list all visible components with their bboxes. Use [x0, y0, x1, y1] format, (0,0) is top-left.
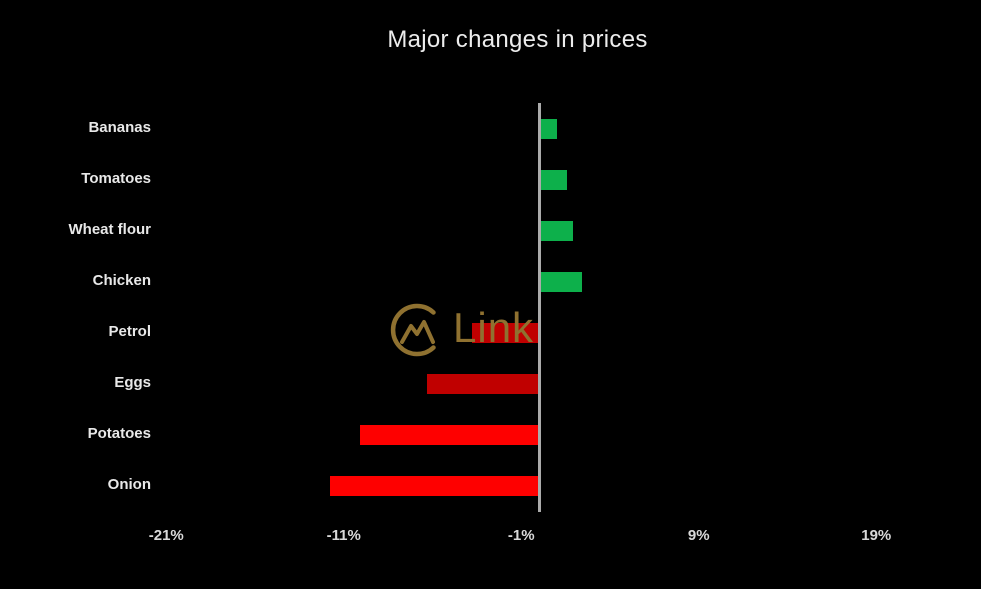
- category-label-chicken: Chicken: [92, 271, 151, 289]
- x-tick-label: -21%: [148, 527, 184, 544]
- bar-tomatoes: [539, 169, 568, 190]
- bar-chicken: [539, 271, 582, 292]
- value-axis-line: [537, 103, 541, 512]
- category-label-eggs: Eggs: [114, 374, 151, 392]
- bar-potatoes: [359, 425, 539, 446]
- category-label-potatoes: Potatoes: [87, 425, 151, 443]
- chart-title: Major changes in prices: [387, 26, 648, 53]
- x-tick-label: 9%: [687, 527, 710, 544]
- bar-eggs: [427, 374, 539, 395]
- category-label-bananas: Bananas: [88, 118, 151, 136]
- category-label-tomatoes: Tomatoes: [81, 169, 151, 187]
- category-label-petrol: Petrol: [108, 323, 151, 341]
- x-tick-label: -1%: [507, 527, 535, 544]
- mountain-circle-logo-icon: [390, 303, 436, 357]
- x-tick-label: 19%: [861, 527, 892, 544]
- bar-bananas: [539, 118, 557, 139]
- bar-petrol: [471, 323, 539, 344]
- x-tick-label: -11%: [326, 527, 361, 544]
- bar-onion: [329, 476, 539, 497]
- category-label-onion: Onion: [107, 476, 151, 494]
- category-label-wheat-flour: Wheat flour: [68, 220, 152, 238]
- bar-wheat-flour: [539, 220, 573, 241]
